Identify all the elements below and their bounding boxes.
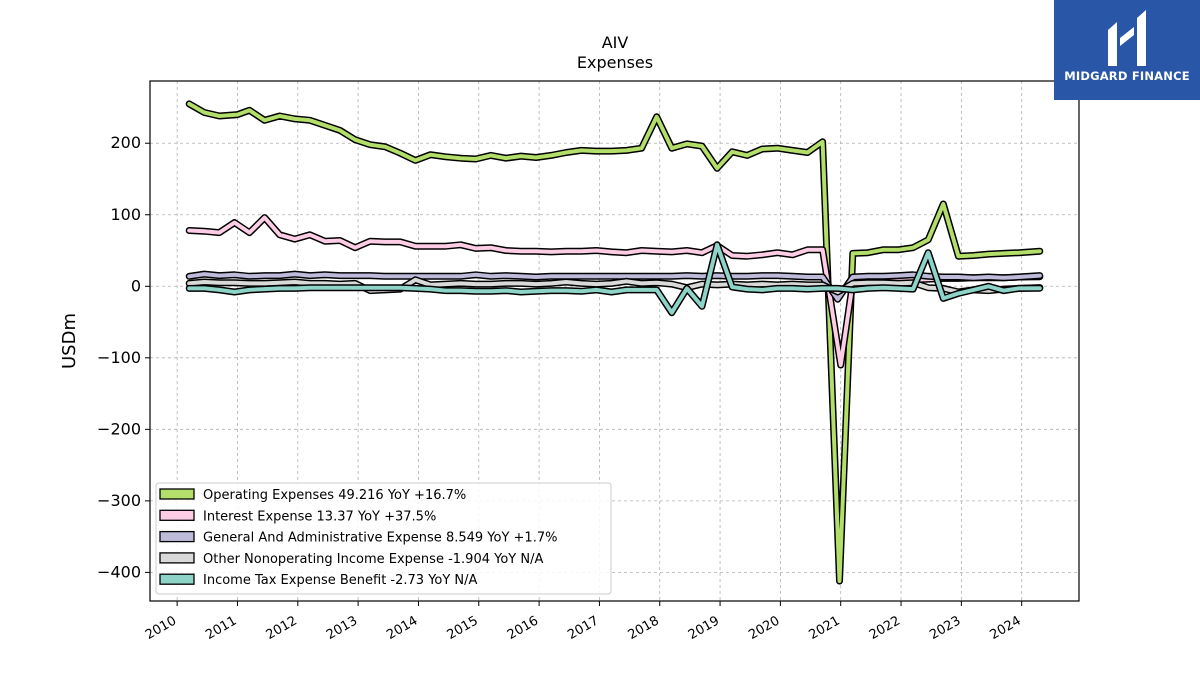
series-line [187,242,1042,315]
x-tick-label: 2023 [927,613,963,643]
y-ticks: 200 100 0 −100 −200 −300 −400 [97,133,150,581]
series-layer [185,100,1044,585]
x-tick-label: 2015 [445,613,481,643]
x-tick-label: 2013 [324,613,360,643]
plot-frame [149,80,1080,602]
legend-swatch [159,573,195,585]
legend-entry: Other Nonoperating Income Expense -1.904… [203,552,543,567]
y-tick-label: 200 [110,133,141,152]
legend-swatch [159,509,195,521]
y-tick-label: −400 [97,562,141,581]
brand-name: MIDGARD FINANCE [1064,69,1190,83]
x-tick-label: 2022 [867,613,903,643]
legend-entry: Operating Expenses 49.216 YoY +16.7% [203,488,466,503]
chart-subtitle: Expenses [577,53,653,72]
x-tick-label: 2010 [143,613,179,643]
legend-box [155,482,612,595]
series-line [187,272,1042,302]
series-line [187,277,1042,294]
brand-logo: MIDGARD FINANCE [1054,0,1200,100]
y-tick-label: −200 [97,419,141,438]
x-tick-label: 2017 [565,613,601,643]
chart-title: AIV [602,33,629,52]
legend: Operating Expenses 49.216 YoY +16.7% Inte… [155,482,612,595]
y-tick-label: 0 [131,276,141,295]
y-tick-label: −100 [97,348,141,367]
x-tick-label: 2024 [988,613,1024,643]
x-tick-label: 2012 [264,613,300,643]
x-tick-label: 2020 [746,613,782,643]
y-tick-label: −300 [97,491,141,510]
x-tick-label: 2014 [384,613,420,643]
logo-mark-icon [1108,10,1146,66]
x-tick-label: 2016 [505,613,541,643]
series-line [187,101,1042,583]
legend-swatch [159,552,195,564]
y-tick-label: 100 [110,205,141,224]
legend-entry: Interest Expense 13.37 YoY +37.5% [203,509,436,524]
y-axis-label: USDm [59,313,80,369]
legend-swatch [159,488,195,500]
x-tick-label: 2019 [686,613,722,643]
legend-swatch [159,530,195,543]
x-tick-label: 2021 [807,613,843,643]
x-tick-label: 2011 [203,613,239,643]
legend-entry: Income Tax Expense Benefit -2.73 YoY N/A [203,573,478,588]
legend-entry: General And Administrative Expense 8.549… [203,531,557,546]
x-tick-label: 2018 [626,613,662,643]
x-ticks: 2010 2011 2012 2013 2014 2015 2016 2017 2018 2019… [143,601,1024,643]
